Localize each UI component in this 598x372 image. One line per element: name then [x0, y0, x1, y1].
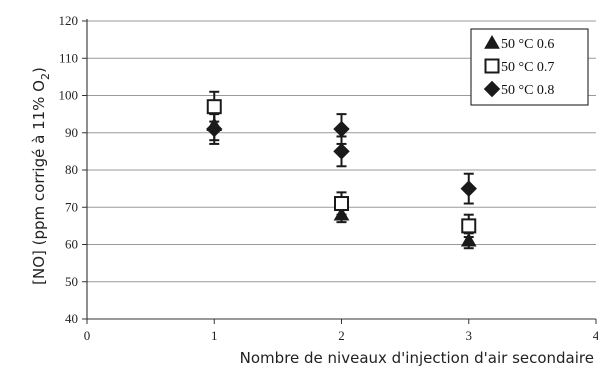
y-axis-title: [NO] (ppm corrigé à 11% O2) — [30, 67, 52, 285]
ytick-label-50: 50 — [65, 274, 78, 289]
xtick-label-0: 0 — [84, 328, 91, 343]
legend-marker-diamond — [483, 80, 501, 98]
data-point-diamond-3 — [460, 180, 477, 197]
x-axis-title: Nombre de niveaux d'injection d'air seco… — [240, 349, 594, 367]
ytick-label-90: 90 — [65, 125, 78, 140]
y-axis-title-subscript: 2 — [39, 73, 52, 80]
ytick-label-100: 100 — [59, 88, 79, 103]
data-points — [206, 90, 477, 250]
ytick-label-110: 110 — [59, 50, 78, 65]
legend-label-1: 50 °C 0.7 — [501, 60, 554, 75]
ytick-label-120: 120 — [59, 13, 79, 28]
xtick-label-4: 4 — [593, 328, 598, 343]
y-axis-title-main: [NO] (ppm corrigé à 11% O — [30, 80, 48, 285]
ytick-label-80: 80 — [65, 162, 78, 177]
legend-label-0: 50 °C 0.6 — [501, 37, 554, 52]
series-square-open — [206, 90, 477, 239]
legend-marker-square-open — [484, 58, 500, 74]
xtick-label-2: 2 — [338, 328, 345, 343]
data-point-diamond-2 — [333, 143, 350, 160]
legend-label-2: 50 °C 0.8 — [501, 83, 554, 98]
ytick-label-70: 70 — [65, 199, 78, 214]
data-point-diamond-1 — [333, 120, 350, 138]
data-point-square-open-0 — [206, 99, 222, 115]
legend-marker-triangle — [484, 34, 500, 49]
x-tick-labels: 0 1 2 3 4 — [84, 328, 598, 343]
data-point-square-open-1 — [334, 196, 349, 212]
y-tick-labels: 40 50 60 70 80 90 100 110 120 — [59, 13, 79, 326]
xtick-label-3: 3 — [466, 328, 473, 343]
ytick-label-40: 40 — [65, 311, 78, 326]
data-point-triangle-2 — [460, 232, 477, 247]
axes — [82, 19, 597, 324]
y-axis-title-close: ) — [30, 67, 48, 73]
data-point-square-open-2 — [461, 218, 477, 234]
series-diamond — [206, 113, 477, 205]
xtick-label-1: 1 — [211, 328, 218, 343]
ytick-label-60: 60 — [65, 237, 78, 252]
data-point-diamond-0 — [206, 120, 223, 138]
legend: 50 °C 0.6 50 °C 0.7 50 °C 0.8 — [470, 28, 589, 106]
